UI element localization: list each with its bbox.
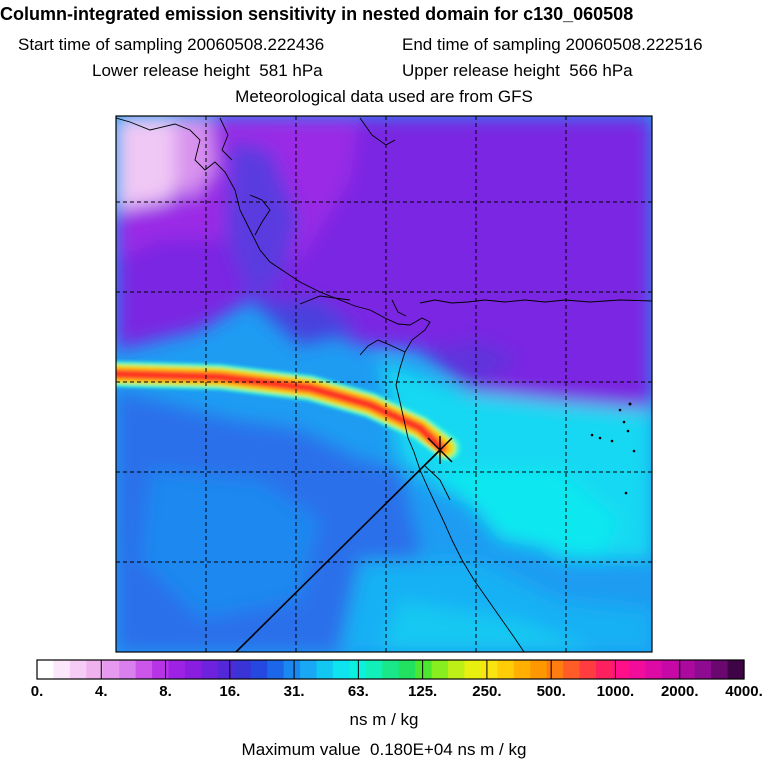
colorbar-swatch bbox=[448, 660, 466, 679]
colorbar-swatch bbox=[37, 660, 55, 679]
end-time-value: 20060508.222516 bbox=[565, 35, 703, 54]
plot-frame bbox=[115, 115, 653, 653]
start-time-line: Start time of sampling 20060508.222436 bbox=[18, 35, 324, 55]
upper-release-value: 566 hPa bbox=[569, 61, 633, 80]
colorbar-swatch bbox=[250, 660, 268, 679]
colorbar-swatch bbox=[152, 660, 170, 679]
colorbar-swatch bbox=[661, 660, 679, 679]
colorbar-tick-label: 4. bbox=[95, 683, 108, 700]
colorbar-swatch bbox=[86, 660, 104, 679]
colorbar-swatch bbox=[316, 660, 334, 679]
colorbar-swatch bbox=[711, 660, 729, 679]
colorbar-swatch bbox=[300, 660, 318, 679]
colorbar-swatch bbox=[234, 660, 252, 679]
colorbar-tick-label: 500. bbox=[536, 683, 566, 700]
colorbar-swatch bbox=[69, 660, 87, 679]
colorbar-swatch bbox=[579, 660, 597, 679]
colorbar-swatch bbox=[678, 660, 696, 679]
colorbar-swatch bbox=[119, 660, 137, 679]
colorbar-tick-label: 1000. bbox=[596, 683, 635, 700]
colorbar-tick-label: 31. bbox=[283, 683, 305, 700]
field-layer bbox=[116, 116, 652, 652]
colorbar-swatch bbox=[612, 660, 630, 679]
colorbar-swatch bbox=[53, 660, 71, 679]
colorbar-swatch bbox=[694, 660, 712, 679]
colorbar-tick-label: 0. bbox=[30, 683, 44, 700]
colorbar-swatch bbox=[102, 660, 120, 679]
maximum-value-number: 0.180E+04 bbox=[370, 740, 453, 759]
colorbar-swatch bbox=[464, 660, 482, 679]
colorbar-swatch bbox=[546, 660, 564, 679]
colorbar-swatch bbox=[382, 660, 400, 679]
end-time-label: End time of sampling bbox=[402, 35, 561, 54]
lower-release-label: Lower release height bbox=[92, 61, 250, 80]
colorbar-swatch bbox=[415, 660, 433, 679]
colorbar-unit-label: ns m / kg bbox=[349, 710, 419, 729]
colorbar-swatch bbox=[563, 660, 581, 679]
upper-release-label: Upper release height bbox=[402, 61, 560, 80]
colorbar-swatch bbox=[513, 660, 531, 679]
colorbar-swatch bbox=[217, 660, 235, 679]
colorbar-tick-label: 8. bbox=[159, 683, 172, 700]
release-point-marker bbox=[427, 436, 453, 464]
colorbar-swatch bbox=[645, 660, 663, 679]
colorbar-tick-label: 250. bbox=[472, 683, 502, 700]
colorbar-swatch bbox=[168, 660, 186, 679]
grid-lines bbox=[116, 116, 652, 652]
colorbar-frame bbox=[36, 659, 745, 680]
colorbar-tick-label: 4000. bbox=[725, 683, 763, 700]
colorbar-swatch bbox=[398, 660, 416, 679]
chart-title: Column-integrated emission sensitivity i… bbox=[0, 4, 634, 24]
colorbar-swatch bbox=[530, 660, 548, 679]
lower-release-value: 581 hPa bbox=[259, 61, 323, 80]
colorbar-swatch bbox=[201, 660, 219, 679]
colorbar-swatch bbox=[628, 660, 646, 679]
colorbar-swatch bbox=[135, 660, 153, 679]
colorbar-swatch bbox=[497, 660, 515, 679]
colorbar-swatch bbox=[332, 660, 350, 679]
colorbar-tick-label: 2000. bbox=[660, 683, 699, 700]
start-time-label: Start time of sampling bbox=[18, 35, 183, 54]
maximum-value-label: Maximum value bbox=[241, 740, 361, 759]
islands bbox=[590, 402, 636, 495]
flight-track bbox=[235, 449, 441, 652]
colorbar-swatch bbox=[596, 660, 614, 679]
colorbar-tick-label: 63. bbox=[347, 683, 369, 700]
colorbar-swatch bbox=[184, 660, 203, 679]
maximum-value-unit: ns m / kg bbox=[457, 740, 527, 759]
end-time-line: End time of sampling 20060508.222516 bbox=[402, 35, 703, 55]
lower-release-line: Lower release height 581 hPa bbox=[92, 61, 323, 81]
colorbar-swatch bbox=[283, 660, 301, 679]
colorbar-swatch bbox=[727, 660, 745, 679]
colorbar-swatch bbox=[267, 660, 285, 679]
colorbar-swatch bbox=[431, 660, 449, 679]
met-data-line: Meteorological data used are from GFS bbox=[235, 87, 533, 106]
maximum-value-line: Maximum value 0.180E+04 ns m / kg bbox=[0, 740, 768, 760]
colorbar-swatch bbox=[480, 660, 498, 679]
plume bbox=[116, 361, 461, 461]
colorbar bbox=[36, 659, 745, 680]
upper-release-line: Upper release height 566 hPa bbox=[402, 61, 633, 81]
coastline bbox=[116, 117, 652, 652]
start-time-value: 20060508.222436 bbox=[187, 35, 325, 54]
colorbar-swatch bbox=[365, 660, 383, 679]
colorbar-tick-label: 125. bbox=[408, 683, 438, 700]
colorbar-tick-label: 16. bbox=[219, 683, 241, 700]
